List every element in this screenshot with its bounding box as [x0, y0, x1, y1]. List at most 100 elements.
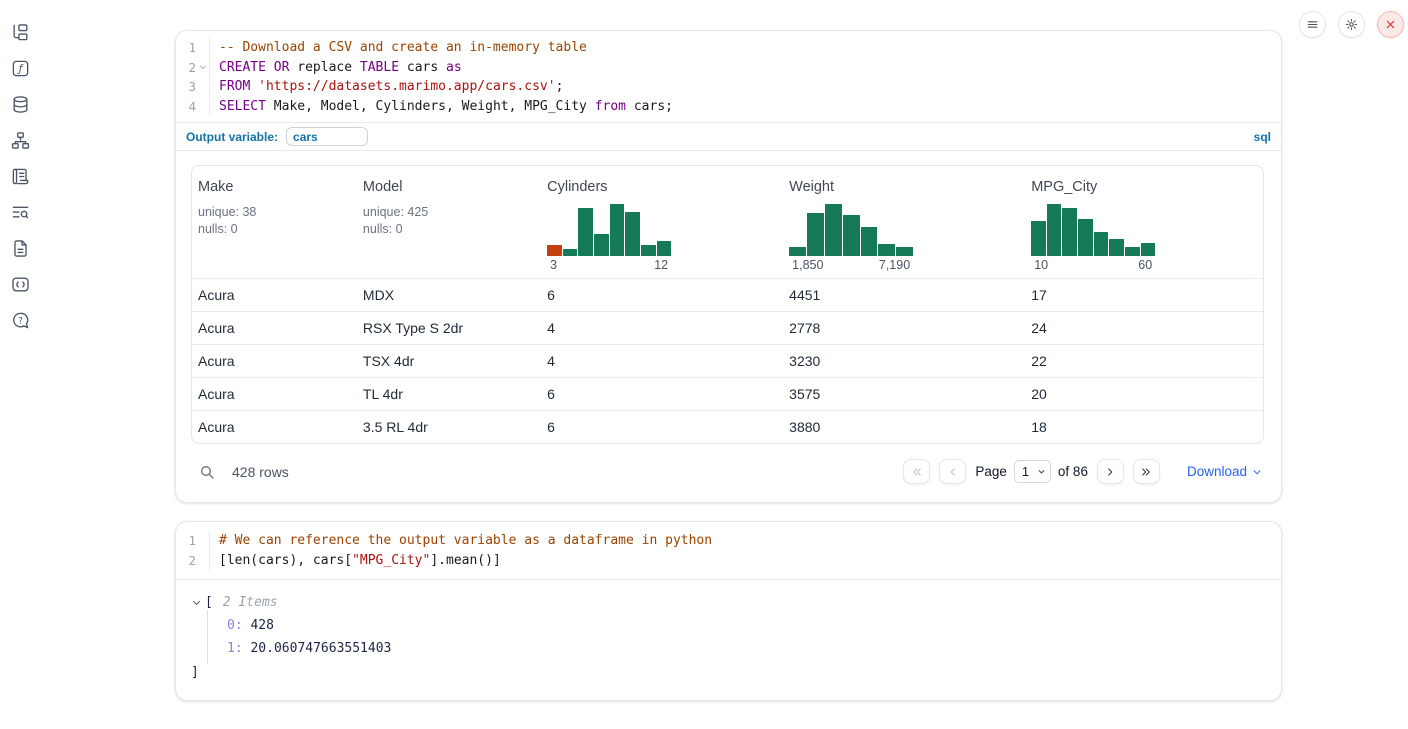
table-cell: 4	[547, 320, 555, 336]
settings-button[interactable]	[1338, 11, 1365, 38]
histogram-bar	[1093, 232, 1109, 256]
download-button[interactable]: Download	[1187, 464, 1262, 479]
download-label: Download	[1186, 464, 1247, 479]
column-histogram: 10 60	[1031, 204, 1156, 272]
close-button[interactable]	[1377, 11, 1404, 38]
tree-close-bracket: ]	[191, 665, 199, 680]
table-cell: 3880	[789, 419, 821, 435]
table-cell: RSX Type S 2dr	[362, 320, 464, 336]
histogram-bar	[578, 208, 593, 256]
histogram-bar	[656, 241, 672, 256]
chevron-right-icon	[1108, 467, 1113, 476]
network-button[interactable]	[9, 130, 31, 151]
table-cell: Acura	[198, 287, 235, 303]
scroll-text-button[interactable]	[9, 166, 31, 187]
next-page-button[interactable]	[1096, 459, 1124, 484]
output-variable-label: Output variable:	[186, 129, 279, 144]
histogram-bar	[824, 204, 842, 256]
histogram-bar	[1109, 238, 1124, 256]
line-number: 1	[176, 531, 210, 551]
table-cell: 20	[1031, 386, 1047, 402]
table-row: Acura 3.5 RL 4dr 6 3880 18	[192, 410, 1263, 443]
close-icon	[1386, 20, 1395, 29]
code-line: 4 SELECT Make, Model, Cylinders, Weight, …	[176, 96, 1281, 116]
code-text: SELECT Make, Model, Cylinders, Weight, M…	[219, 98, 673, 114]
table-cell: Acura	[198, 419, 235, 435]
column-header-model[interactable]: Model unique: 425 nulls: 0	[357, 179, 541, 272]
line-number: 3	[176, 77, 210, 97]
code-text: [len(cars), cars["MPG_City"].mean()]	[219, 552, 501, 568]
search-button[interactable]	[199, 464, 215, 480]
code-line: 1 # We can reference the output variable …	[176, 531, 1281, 551]
data-table: Make unique: 38 nulls: 0 Model unique: 425 nu…	[191, 165, 1264, 444]
code-line: 2 [len(cars), cars["MPG_City"].mean()]	[176, 550, 1281, 570]
histogram-bar	[1140, 243, 1156, 256]
output-variable-input[interactable]	[286, 127, 369, 146]
table-row: Acura RSX Type S 2dr 4 2778 24	[192, 311, 1263, 344]
table-cell: 22	[1031, 353, 1047, 369]
python-code-editor[interactable]: 1 # We can reference the output variable …	[176, 522, 1281, 580]
scroll-text-icon	[12, 168, 28, 185]
column-header-make[interactable]: Make unique: 38 nulls: 0	[192, 179, 357, 272]
function-square-button[interactable]: ƒ	[9, 58, 31, 79]
sql-cell: 1 -- Download a CSV and create an in-memo…	[175, 30, 1282, 503]
column-header-mpg_city[interactable]: MPG_City 10 60	[1025, 179, 1263, 272]
histogram-bar	[547, 245, 562, 256]
line-number: 2	[176, 550, 210, 570]
help-bubble-button[interactable]: ?	[9, 310, 31, 331]
sql-code-editor[interactable]: 1 -- Download a CSV and create an in-memo…	[176, 31, 1281, 122]
table-footer: 428 rows Page 1 of 86	[191, 453, 1264, 490]
code-line: 1 -- Download a CSV and create an in-memo…	[176, 38, 1281, 58]
column-histogram: 3 12	[547, 204, 672, 272]
tree-open-bracket: [	[205, 595, 213, 610]
function-square-icon: ƒ	[12, 60, 28, 77]
table-cell: 24	[1031, 320, 1047, 336]
table-cell: TSX 4dr	[362, 353, 415, 369]
notebook: 1 -- Download a CSV and create an in-memo…	[175, 30, 1282, 701]
page-select[interactable]: 1	[1013, 460, 1051, 483]
table-cell: TL 4dr	[362, 386, 403, 402]
language-badge[interactable]: sql	[1253, 129, 1271, 144]
column-header-weight[interactable]: Weight 1,850 7,190	[783, 179, 1025, 272]
svg-text:ƒ: ƒ	[16, 63, 23, 75]
collapse-chevron-icon[interactable]	[191, 597, 202, 608]
page-total: of 86	[1057, 464, 1088, 479]
table-cell: 17	[1031, 287, 1047, 303]
list-search-button[interactable]	[9, 202, 31, 223]
menu-button[interactable]	[1299, 11, 1326, 38]
python-cell: 1 # We can reference the output variable …	[175, 521, 1282, 701]
histogram-bar	[789, 246, 807, 256]
chevron-down-icon	[1253, 469, 1261, 474]
line-number: 4	[176, 96, 210, 116]
table-cell: 4	[547, 353, 555, 369]
histogram-bar	[1078, 218, 1093, 256]
table-cell: 6	[547, 287, 555, 303]
tree-entry-key: 0:	[227, 618, 243, 633]
fold-chevron-icon[interactable]	[198, 62, 208, 72]
chevron-down-icon	[1038, 470, 1045, 474]
histogram-bar	[609, 204, 625, 256]
last-page-button[interactable]	[1132, 459, 1160, 484]
table-cell: MDX	[362, 287, 395, 303]
histogram-axis-labels: 1,850 7,190	[792, 258, 911, 272]
histogram-bar	[1124, 246, 1140, 256]
code-line: 3 FROM 'https://datasets.marimo.app/cars.…	[176, 77, 1281, 97]
svg-text:?: ?	[18, 316, 23, 326]
row-count: 428 rows	[232, 463, 289, 480]
previous-page-button[interactable]	[939, 459, 967, 484]
network-icon	[11, 132, 29, 149]
file-text-icon	[13, 240, 27, 257]
database-button[interactable]	[9, 94, 31, 115]
code-snippet-icon	[11, 277, 29, 292]
file-tree-button[interactable]	[9, 22, 31, 43]
file-text-button[interactable]	[9, 238, 31, 259]
search-icon	[201, 465, 214, 479]
page-label: Page	[975, 464, 1007, 479]
table-header-row: Make unique: 38 nulls: 0 Model unique: 425 nu…	[192, 166, 1263, 278]
column-header-cylinders[interactable]: Cylinders 3 12	[541, 179, 783, 272]
code-snippet-button[interactable]	[9, 274, 31, 295]
first-page-button[interactable]	[903, 459, 931, 484]
table-cell: 6	[547, 386, 555, 402]
column-name: MPG_City	[1031, 179, 1098, 195]
line-number: 2	[176, 57, 210, 77]
